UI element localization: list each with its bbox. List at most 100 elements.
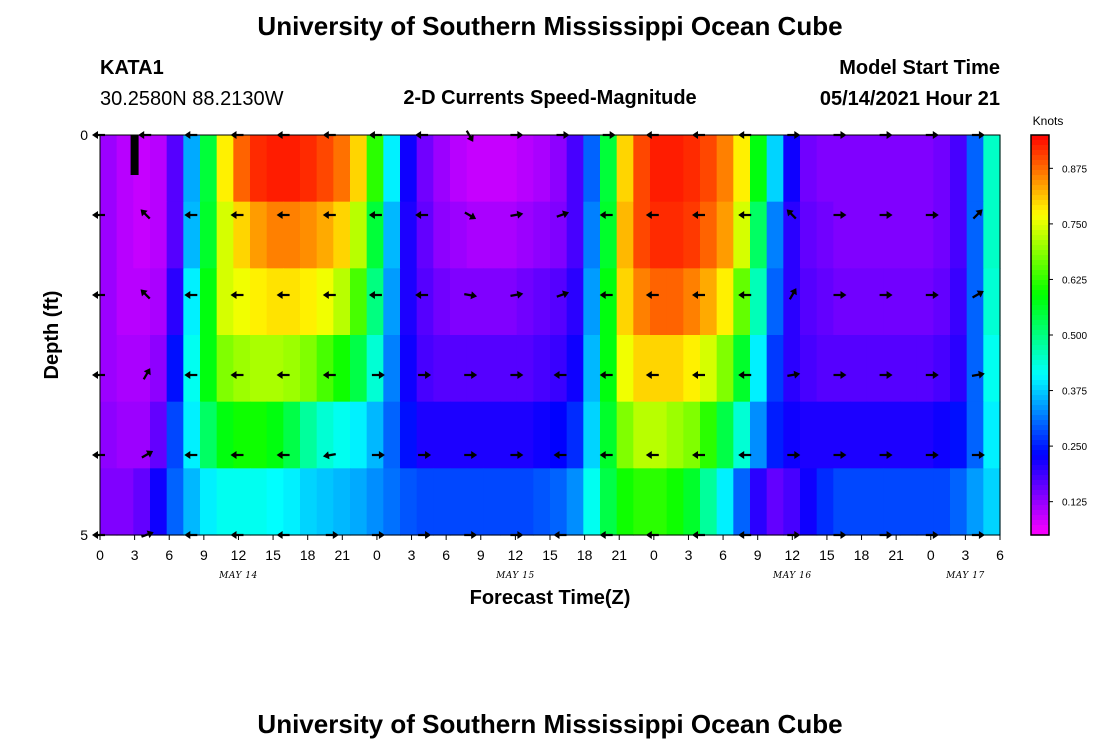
colorbar-swatch [1031, 235, 1049, 241]
heatmap-cell [866, 335, 884, 403]
colorbar-tick-label: 0.125 [1062, 498, 1087, 509]
heatmap-cell [833, 135, 851, 203]
model-start-label: Model Start Time [839, 57, 1000, 79]
heatmap-cell [866, 201, 884, 269]
heatmap-cell [666, 335, 684, 403]
heatmap-cell [516, 401, 534, 469]
colorbar-swatch [1031, 380, 1049, 386]
heatmap-cell [483, 468, 501, 536]
heatmap-cell [283, 201, 301, 269]
heatmap-cell [233, 468, 251, 536]
heatmap-cell [466, 335, 484, 403]
x-tick-label: 6 [165, 547, 173, 563]
current-arrow [971, 370, 985, 379]
current-arrow [738, 451, 752, 459]
current-arrow [692, 451, 705, 459]
heatmap-cell [833, 468, 851, 536]
colorbar-swatch [1031, 520, 1049, 526]
colorbar-swatch [1031, 135, 1049, 141]
heatmap-cell [733, 468, 751, 536]
colorbar-swatch [1031, 300, 1049, 306]
heatmap-cell [500, 201, 518, 269]
current-arrow [230, 451, 244, 459]
heatmap-cell [900, 335, 918, 403]
heatmap-cell [733, 135, 751, 203]
current-arrow [599, 371, 613, 379]
x-tick-label: 9 [477, 547, 485, 563]
heatmap-cell [533, 135, 551, 203]
heatmap-cell [166, 468, 184, 536]
heatmap-cell [283, 135, 301, 203]
heatmap-cell [816, 268, 834, 336]
x-tick-label: 15 [819, 547, 835, 563]
heatmap-cell [400, 135, 418, 203]
heatmap-cell [266, 335, 284, 403]
heatmap-cell [716, 335, 734, 403]
current-arrow [464, 451, 478, 459]
heatmap-cell [166, 401, 184, 469]
colorbar-swatch [1031, 190, 1049, 196]
y-axis: 05 [80, 127, 100, 543]
colorbar-swatch [1031, 480, 1049, 486]
heatmap-cell [766, 201, 784, 269]
colorbar-swatch [1031, 385, 1049, 391]
heatmap-cell [866, 468, 884, 536]
heatmap-cell [133, 268, 151, 336]
heatmap-cell [583, 335, 601, 403]
x-tick-label: 6 [996, 547, 1004, 563]
heatmap-cell [833, 335, 851, 403]
colorbar-swatch [1031, 455, 1049, 461]
heatmap-cell [150, 201, 168, 269]
heatmap-cell [250, 468, 268, 536]
x-tick-label: 6 [442, 547, 450, 563]
colorbar-swatch [1031, 330, 1049, 336]
heatmap-cell [600, 268, 618, 336]
heatmap-cell [266, 135, 284, 203]
colorbar-swatch [1031, 485, 1049, 491]
heatmap-cell [816, 401, 834, 469]
heatmap-cell [916, 268, 934, 336]
heatmap-cell [250, 335, 268, 403]
heatmap-cell [700, 401, 718, 469]
station-id: KATA1 [100, 57, 164, 79]
heatmap-cell [716, 268, 734, 336]
heatmap-cell [683, 401, 701, 469]
heatmap-cell [516, 201, 534, 269]
current-arrow [833, 451, 847, 459]
colorbar-swatch [1031, 265, 1049, 271]
heatmap-cell [900, 135, 918, 203]
heatmap-cell [783, 468, 801, 536]
heatmap-cell [666, 401, 684, 469]
heatmap-cell [966, 201, 984, 269]
heatmap-cell [683, 335, 701, 403]
heatmap-cell [816, 468, 834, 536]
heatmap-cell [200, 268, 218, 336]
heatmap-cell [333, 268, 351, 336]
heatmap-cell [366, 201, 384, 269]
heatmap-cell [233, 268, 251, 336]
heatmap-cell [683, 135, 701, 203]
heatmap-cell [416, 268, 434, 336]
colorbar-swatch [1031, 515, 1049, 521]
colorbar-swatch [1031, 230, 1049, 236]
colorbar-swatch [1031, 170, 1049, 176]
colorbar-swatch [1031, 400, 1049, 406]
date-label: MAY 16 [772, 571, 812, 581]
current-time-marker [130, 135, 139, 175]
heatmap-cell [733, 268, 751, 336]
heatmap-cell [616, 135, 634, 203]
current-arrow [556, 290, 570, 299]
heatmap-cell [333, 135, 351, 203]
heatmap-cell [800, 268, 818, 336]
colorbar-swatch [1031, 335, 1049, 341]
heatmap-cell [516, 135, 534, 203]
heatmap-cell [100, 135, 118, 203]
heatmap-cell [450, 268, 468, 336]
colorbar-swatch [1031, 435, 1049, 441]
colorbar-swatch [1031, 325, 1049, 331]
heatmap-cell [883, 201, 901, 269]
heatmap-cell [183, 335, 201, 403]
y-axis-label: Depth (ft) [41, 291, 63, 380]
x-tick-label: 18 [577, 547, 593, 563]
